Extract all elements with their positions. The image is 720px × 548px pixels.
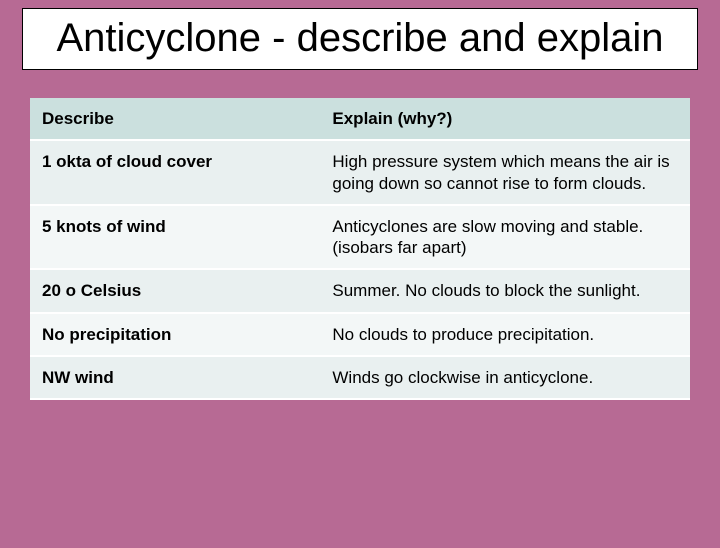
cell-describe: 20 o Celsius (30, 269, 320, 312)
table-row: 5 knots of windAnticyclones are slow mov… (30, 205, 690, 270)
describe-explain-table: Describe Explain (why?) 1 okta of cloud … (30, 98, 690, 400)
cell-explain: No clouds to produce precipitation. (320, 313, 690, 356)
col-header-explain: Explain (why?) (320, 98, 690, 140)
table-row: 1 okta of cloud coverHigh pressure syste… (30, 140, 690, 205)
cell-describe: 1 okta of cloud cover (30, 140, 320, 205)
table-header-row: Describe Explain (why?) (30, 98, 690, 140)
cell-explain: Summer. No clouds to block the sunlight. (320, 269, 690, 312)
table-row: 20 o CelsiusSummer. No clouds to block t… (30, 269, 690, 312)
cell-explain: High pressure system which means the air… (320, 140, 690, 205)
table-body: 1 okta of cloud coverHigh pressure syste… (30, 140, 690, 399)
col-header-describe: Describe (30, 98, 320, 140)
page-title: Anticyclone - describe and explain (33, 15, 687, 61)
cell-describe: NW wind (30, 356, 320, 399)
cell-describe: 5 knots of wind (30, 205, 320, 270)
cell-explain: Winds go clockwise in anticyclone. (320, 356, 690, 399)
cell-describe: No precipitation (30, 313, 320, 356)
table-row: NW windWinds go clockwise in anticyclone… (30, 356, 690, 399)
title-box: Anticyclone - describe and explain (22, 8, 698, 70)
table-row: No precipitationNo clouds to produce pre… (30, 313, 690, 356)
table-container: Describe Explain (why?) 1 okta of cloud … (30, 98, 690, 400)
cell-explain: Anticyclones are slow moving and stable.… (320, 205, 690, 270)
